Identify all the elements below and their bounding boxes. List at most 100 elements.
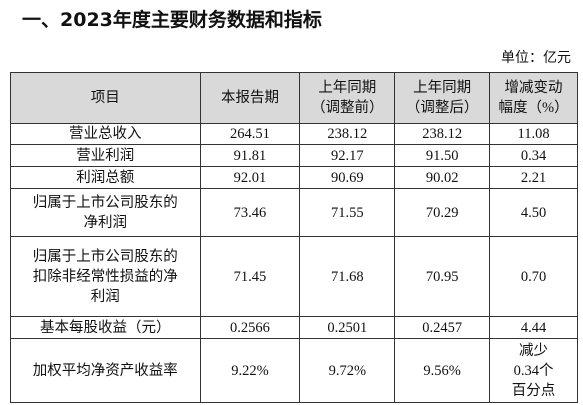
value-cell: 0.2566: [199, 316, 301, 339]
value-cell: 0.2457: [394, 316, 491, 339]
value-cell: 92.01: [199, 166, 301, 189]
financial-table: 项目 本报告期 上年同期 （调整前） 上年同期 （调整后） 增减变动幅度（%） 营业总收入 26…: [10, 72, 578, 403]
data-row: 加权平均净资产收益率 9.22% 9.72% 9.56% 减少 0.34个百分点: [10, 338, 578, 403]
unit-label: 单位：亿元: [501, 51, 571, 66]
value-cell: 264.51: [199, 123, 301, 145]
item-cell: 归属于上市公司股东的 扣除非经常性损益的净 利润: [10, 236, 201, 317]
cell-line: 11.08: [517, 126, 550, 142]
value-cell: 71.68: [299, 236, 396, 317]
value-cell: 2.21: [489, 166, 578, 189]
cell-line: 71.45: [233, 268, 267, 285]
cell-line: 70.29: [425, 204, 459, 221]
cell-line: 9.72%: [328, 362, 367, 379]
value-cell: 9.22%: [199, 338, 301, 403]
item-cell: 加权平均净资产收益率: [10, 338, 201, 403]
item-cell: 归属于上市公司股东的 净利润: [10, 188, 201, 237]
header-cell: 增减变动幅度（%）: [489, 72, 578, 124]
value-cell: 4.50: [489, 188, 578, 237]
value-cell: 0.34: [489, 144, 578, 167]
cell-line: 92.17: [331, 147, 364, 164]
cell-line: 9.56%: [423, 362, 461, 379]
header-cell: 上年同期 （调整前）: [299, 72, 396, 124]
value-cell: 9.72%: [299, 338, 396, 403]
header-cell: 本报告期: [199, 72, 301, 124]
cell-line: 92.01: [233, 169, 267, 186]
item-cell: 营业利润: [10, 144, 201, 167]
cell-line: 加权平均净资产收益率: [32, 362, 178, 379]
cell-line: 238.12: [422, 126, 463, 142]
cell-line: 项目: [90, 90, 120, 106]
cell-line: 上年同期: [413, 80, 472, 96]
header-cell: 上年同期 （调整后）: [394, 72, 491, 124]
value-cell: 91.50: [394, 144, 491, 167]
title: 一、2023年度主要财务数据和指标: [22, 9, 322, 31]
data-row: 基本每股收益（元） 0.2566 0.2501 0.2457 4.44: [10, 316, 578, 339]
data-row: 营业总收入 264.51 238.12 238.12 11.08: [10, 123, 578, 145]
cell-line: 归属于上市公司股东的: [32, 248, 178, 265]
value-cell: 238.12: [394, 123, 491, 145]
cell-line: 0.2566: [230, 319, 270, 336]
cell-line: 73.46: [233, 204, 267, 221]
cell-line: 238.12: [327, 126, 368, 142]
cell-line: 利润总额: [76, 169, 135, 186]
cell-line: 营业利润: [76, 147, 135, 164]
cell-line: 91.81: [233, 147, 267, 164]
cell-line: 幅度（%）: [498, 100, 569, 116]
cell-line: 9.22%: [231, 362, 269, 379]
cell-line: 扣除非经常性损益的净: [32, 268, 178, 285]
cell-line: 营业总收入: [69, 126, 142, 142]
cell-line: 基本每股收益（元）: [40, 319, 171, 336]
cell-line: 71.68: [331, 268, 364, 285]
item-cell: 营业总收入: [10, 123, 201, 145]
cell-line: （调整后）: [405, 100, 479, 116]
cell-line: 0.2501: [327, 319, 368, 336]
cell-line: 上年同期: [318, 80, 377, 96]
cell-line: （调整前）: [311, 100, 384, 116]
value-cell: 0.70: [489, 236, 578, 317]
cell-line: 本报告期: [220, 90, 279, 106]
cell-line: 90.02: [425, 169, 459, 186]
cell-line: 4.44: [520, 319, 547, 336]
item-cell: 基本每股收益（元）: [10, 316, 201, 339]
cell-line: 0.34: [520, 147, 547, 164]
value-cell: 91.81: [199, 144, 301, 167]
cell-line: 2.21: [520, 169, 547, 186]
data-row: 营业利润 91.81 92.17 91.50 0.34: [10, 144, 578, 167]
value-cell: 71.45: [199, 236, 301, 317]
value-cell: 90.69: [299, 166, 396, 189]
value-cell: 4.44: [489, 316, 578, 339]
value-cell: 减少 0.34个百分点: [489, 338, 578, 403]
value-cell: 70.95: [394, 236, 491, 317]
value-cell: 70.29: [394, 188, 491, 237]
cell-line: 90.69: [331, 169, 364, 186]
data-row: 归属于上市公司股东的 扣除非经常性损益的净 利润 71.45 71.68 70.95 0.7…: [10, 236, 578, 317]
cell-line: 0.34个: [513, 362, 554, 379]
value-cell: 11.08: [489, 123, 578, 145]
cell-line: 归属于上市公司股东的: [32, 194, 178, 211]
value-cell: 73.46: [199, 188, 301, 237]
header-cell: 项目: [10, 72, 201, 124]
cell-line: 增减变动: [504, 80, 563, 96]
data-row: 归属于上市公司股东的 净利润 73.46 71.55 70.29 4.50: [10, 188, 578, 237]
cell-line: 71.55: [331, 204, 364, 221]
cell-line: 4.50: [520, 204, 547, 221]
cell-line: 0.70: [520, 268, 547, 285]
value-cell: 0.2501: [299, 316, 396, 339]
cell-line: 净利润: [83, 214, 128, 231]
value-cell: 238.12: [299, 123, 396, 145]
value-cell: 9.56%: [394, 338, 491, 403]
cell-line: 264.51: [230, 126, 270, 142]
cell-line: 减少: [519, 342, 549, 359]
value-cell: 71.55: [299, 188, 396, 237]
cell-line: 利润: [90, 288, 120, 305]
item-cell: 利润总额: [10, 166, 201, 189]
value-cell: 92.17: [299, 144, 396, 167]
value-cell: 90.02: [394, 166, 491, 189]
data-row: 利润总额 92.01 90.69 90.02 2.21: [10, 166, 578, 189]
cell-line: 91.50: [425, 147, 459, 164]
cell-line: 百分点: [511, 382, 556, 399]
cell-line: 70.95: [425, 268, 459, 285]
header-row: 项目 本报告期 上年同期 （调整前） 上年同期 （调整后） 增减变动幅度（%）: [10, 72, 578, 124]
cell-line: 0.2457: [422, 319, 463, 336]
